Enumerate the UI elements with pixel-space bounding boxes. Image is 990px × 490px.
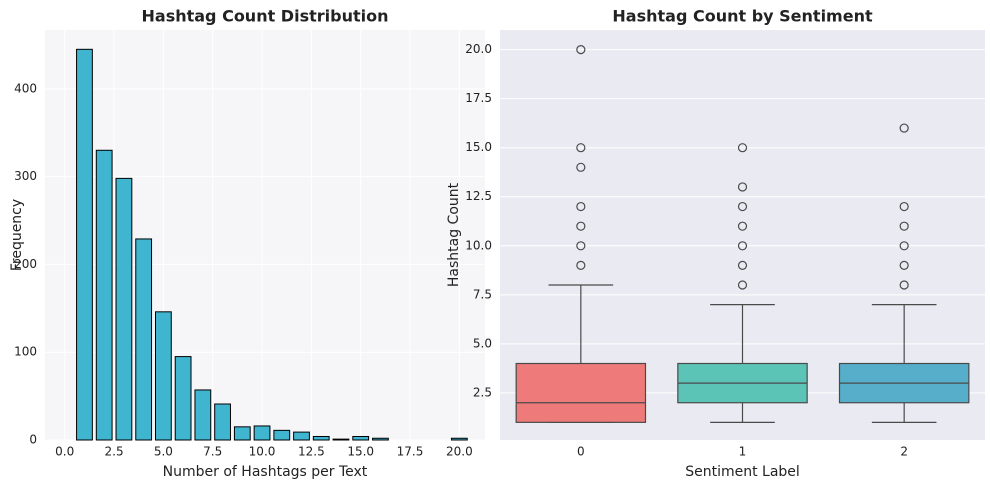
bar xyxy=(154,311,172,441)
y-tick-label: 17.5 xyxy=(465,91,492,105)
y-tick-label: 10.0 xyxy=(465,238,492,252)
bar xyxy=(352,435,370,441)
bar xyxy=(293,431,310,441)
x-tick-label: 7.5 xyxy=(203,445,222,459)
outlier xyxy=(899,201,909,212)
x-axis-label: Sentiment Label xyxy=(685,464,800,480)
chart-title: Hashtag Count by Sentiment xyxy=(612,7,873,26)
outlier xyxy=(576,241,586,251)
outlier xyxy=(737,182,748,192)
bar xyxy=(233,426,251,441)
outlier xyxy=(899,260,909,271)
y-tick-label: 12.5 xyxy=(465,189,492,203)
x-tick-label: 17.5 xyxy=(397,445,424,459)
x-tick-label: 20.0 xyxy=(446,445,473,459)
box xyxy=(515,362,647,423)
outlier xyxy=(899,241,909,251)
outlier xyxy=(576,260,586,271)
y-tick-label: 2.5 xyxy=(473,385,492,399)
x-tick-label: 1 xyxy=(739,445,747,459)
y-tick-label: 20.0 xyxy=(465,42,492,56)
y-axis-label: Hashtag Count xyxy=(446,182,462,287)
y-tick-label: 5.0 xyxy=(473,336,492,350)
outlier xyxy=(899,280,909,290)
outlier xyxy=(737,241,748,251)
outlier xyxy=(576,201,586,212)
y-tick-label: 15.0 xyxy=(465,140,492,154)
bar xyxy=(273,429,291,441)
bar xyxy=(372,437,389,441)
x-tick-label: 2.5 xyxy=(105,445,124,459)
y-tick-label: 300 xyxy=(14,169,37,183)
bar xyxy=(135,238,153,441)
outlier xyxy=(899,221,909,231)
x-tick-label: 10.0 xyxy=(249,445,276,459)
y-tick-label: 400 xyxy=(14,81,37,95)
x-axis-label: Number of Hashtags per Text xyxy=(163,464,368,480)
y-tick-label: 0 xyxy=(29,433,37,447)
outlier xyxy=(737,280,748,290)
outlier xyxy=(737,260,748,271)
bar xyxy=(214,403,231,441)
x-tick-label: 2 xyxy=(900,445,908,459)
chart-title: Hashtag Count Distribution xyxy=(142,7,389,26)
bar xyxy=(115,177,133,441)
x-tick-label: 12.5 xyxy=(298,445,325,459)
bar xyxy=(76,48,93,441)
y-tick-label: 100 xyxy=(14,345,37,359)
y-tick-label: 200 xyxy=(14,257,37,271)
bar xyxy=(450,437,468,441)
y-tick-label: 7.5 xyxy=(473,287,492,301)
bar xyxy=(194,389,212,441)
outlier xyxy=(737,201,748,212)
y-axis-label: Frequency xyxy=(9,199,25,271)
outlier xyxy=(737,143,748,153)
outlier xyxy=(576,45,586,55)
x-tick-label: 5.0 xyxy=(154,445,173,459)
bar xyxy=(332,438,350,441)
x-tick-label: 0 xyxy=(577,445,585,459)
bar xyxy=(253,425,271,441)
outlier xyxy=(576,162,586,172)
bar xyxy=(312,435,330,441)
outlier xyxy=(576,143,586,153)
bar xyxy=(174,356,192,441)
x-tick-label: 15.0 xyxy=(347,445,374,459)
x-tick-label: 0.0 xyxy=(55,445,74,459)
bar xyxy=(95,149,113,441)
outlier xyxy=(576,221,586,231)
outlier xyxy=(737,221,748,231)
outlier xyxy=(899,123,909,133)
